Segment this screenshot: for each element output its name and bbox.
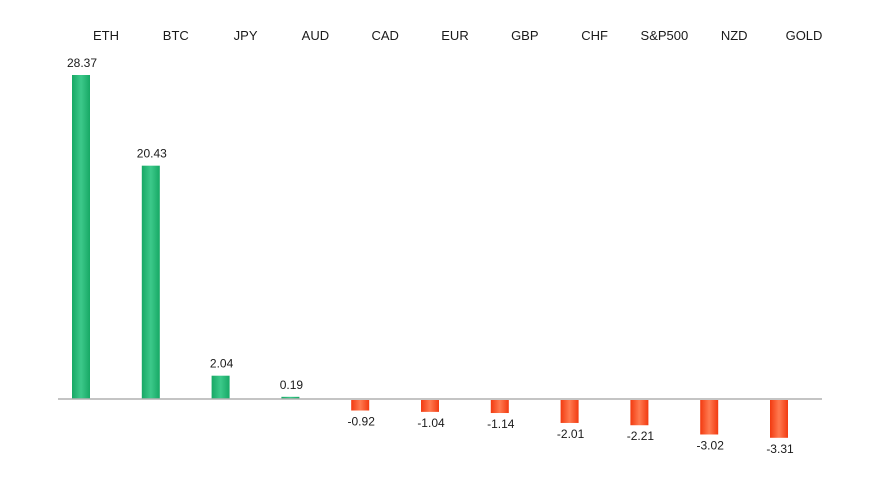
category-label-eur: EUR <box>441 28 468 43</box>
category-label-aud: AUD <box>302 28 329 43</box>
category-label-gbp: GBP <box>511 28 538 43</box>
category-label-jpy: JPY <box>234 28 258 43</box>
bar-gbp <box>490 400 509 414</box>
bar-nzd <box>700 400 719 435</box>
category-label-cad: CAD <box>371 28 398 43</box>
value-label-eur: -1.04 <box>417 416 445 430</box>
category-label-nzd: NZD <box>721 28 748 43</box>
value-label-eth: 28.37 <box>67 56 97 70</box>
bar-s-p500 <box>630 400 649 426</box>
bar-chf <box>560 400 579 423</box>
value-label-chf: -2.01 <box>557 427 585 441</box>
bar-gold <box>770 400 788 438</box>
value-label-s-p500: -2.21 <box>627 429 655 443</box>
category-label-eth: ETH <box>93 28 119 43</box>
category-labels: ETH BTC JPY AUD CAD EUR GBP CHF S&P500 NZD GOLD <box>93 28 822 43</box>
bars <box>72 75 788 438</box>
bar-cad <box>351 400 370 411</box>
value-label-jpy: 2.04 <box>210 357 234 371</box>
bar-btc <box>141 165 160 399</box>
bar-eth <box>72 75 90 399</box>
value-label-gold: -3.31 <box>766 442 794 456</box>
bar-aud <box>281 396 300 399</box>
value-label-gbp: -1.14 <box>487 417 515 431</box>
bar-eur <box>421 400 439 412</box>
value-label-btc: 20.43 <box>137 147 167 161</box>
category-label-chf: CHF <box>581 28 608 43</box>
bar-jpy <box>211 375 230 399</box>
value-label-aud: 0.19 <box>280 378 304 392</box>
category-label-btc: BTC <box>163 28 189 43</box>
value-labels: 28.37 20.43 2.04 0.19 -0.92 -1.04 -1.14 -2.01 -2… <box>67 56 794 456</box>
value-label-nzd: -3.02 <box>697 438 725 452</box>
value-label-cad: -0.92 <box>348 415 376 429</box>
category-label-gold: GOLD <box>786 28 823 43</box>
category-label-s-p500: S&P500 <box>641 28 689 43</box>
